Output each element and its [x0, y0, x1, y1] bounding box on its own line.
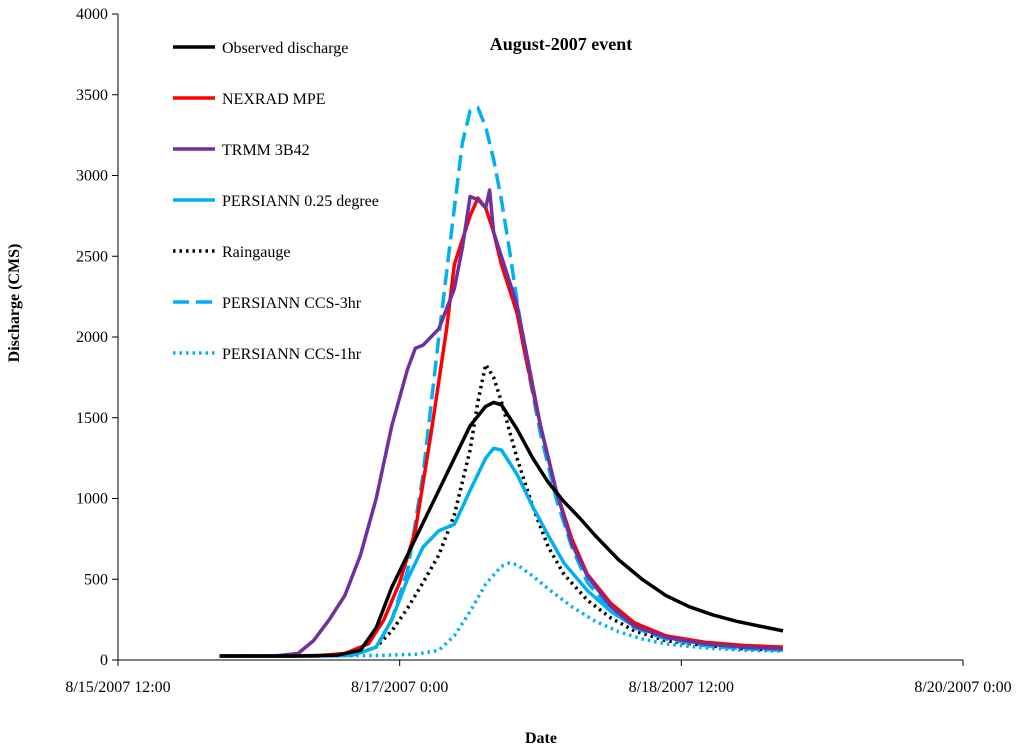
series-layer — [219, 105, 784, 658]
y-tick-label: 4000 — [76, 6, 108, 23]
legend-label: TRMM 3B42 — [222, 142, 310, 159]
legend-label: Raingauge — [222, 244, 290, 261]
series-line-nexrad-mpe — [219, 196, 784, 658]
y-tick-label: 3500 — [76, 87, 108, 104]
series-line-observed-discharge — [219, 400, 784, 658]
legend: Observed discharge NEXRAD MPE TRMM 3B42 PER… — [173, 40, 379, 363]
y-tick-label: 3000 — [76, 168, 108, 185]
series-line-persiann-ccs-3hr — [219, 105, 784, 658]
legend-label: Observed discharge — [222, 40, 348, 57]
series-line-persiann-ccs-1hr — [219, 561, 784, 658]
series-line-raingauge — [219, 362, 784, 658]
legend-label: NEXRAD MPE — [222, 91, 326, 108]
y-tick-label: 2500 — [76, 248, 108, 265]
axes-layer: 0 500 1000 1500 2000 2500 3000 3500 4000 8/15/200… — [65, 6, 1011, 696]
y-tick-label: 500 — [84, 571, 108, 588]
y-tick-label: 2000 — [76, 329, 108, 346]
legend-label: PERSIANN CCS-3hr — [222, 295, 362, 312]
series-line-persiann-0-25-degree — [219, 446, 784, 658]
chart-title: August-2007 event — [490, 34, 633, 54]
legend-label: PERSIANN 0.25 degree — [222, 193, 379, 210]
y-tick-label: 0 — [100, 652, 108, 669]
x-axis-title: Date — [525, 730, 557, 747]
x-tick-label: 8/20/2007 0:00 — [914, 679, 1011, 696]
x-tick-label: 8/17/2007 0:00 — [351, 679, 448, 696]
series-line-trmm-3b42 — [219, 188, 784, 658]
y-tick-label: 1000 — [76, 491, 108, 508]
legend-label: PERSIANN CCS-1hr — [222, 346, 362, 363]
x-tick-label: 8/15/2007 12:00 — [65, 679, 170, 696]
y-axis-title: Discharge (CMS) — [6, 244, 23, 363]
x-tick-label: 8/18/2007 12:00 — [629, 679, 734, 696]
y-tick-label: 1500 — [76, 410, 108, 427]
